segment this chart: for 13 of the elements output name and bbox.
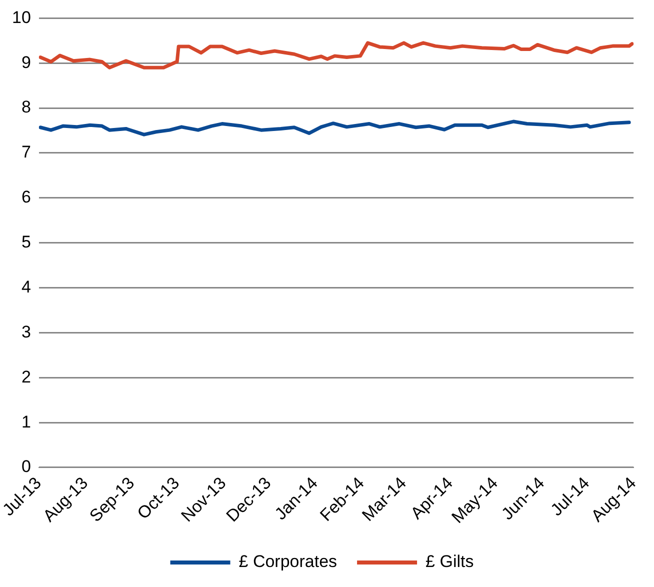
y-tick-label: 4 <box>21 277 31 296</box>
y-tick-label: 3 <box>21 322 31 342</box>
legend-label: £ Gilts <box>426 552 474 572</box>
y-tick-label: 7 <box>21 142 31 162</box>
y-tick-label: 8 <box>21 98 31 117</box>
y-tick-label: 9 <box>21 52 31 72</box>
y-tick-label: 6 <box>21 188 31 207</box>
y-tick-label: 0 <box>21 457 31 476</box>
y-tick-label: 10 <box>12 8 31 27</box>
legend-label: £ Corporates <box>238 552 338 572</box>
y-tick-label: 2 <box>21 367 31 386</box>
y-tick-label: 1 <box>21 412 31 432</box>
y-tick-label: 5 <box>21 232 31 252</box>
